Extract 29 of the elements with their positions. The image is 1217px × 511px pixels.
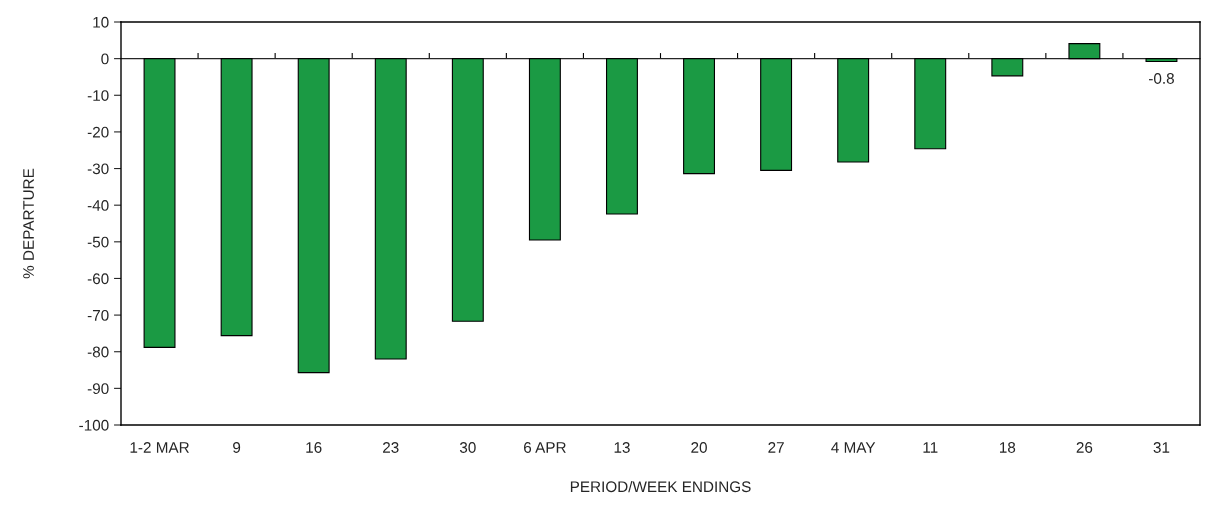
x-tick-label: 1-2 MAR <box>130 442 189 453</box>
y-tick-label: -50 <box>87 236 109 248</box>
y-tick-label: -10 <box>87 90 109 101</box>
y-tick-label: -20 <box>87 126 109 138</box>
x-tick-label: 30 <box>459 442 476 453</box>
y-tick-label: -70 <box>87 309 109 321</box>
x-tick-label: 27 <box>768 442 784 453</box>
y-tick-label: -40 <box>87 200 109 211</box>
x-axis-title: PERIOD/WEEK ENDINGS <box>570 480 751 493</box>
data-label: -0.8 <box>1148 73 1174 84</box>
y-axis-title: % DEPARTURE <box>23 168 34 279</box>
x-tick-label: 18 <box>999 442 1016 453</box>
x-tick-label: 9 <box>233 442 241 453</box>
y-tick-label: -60 <box>87 273 109 285</box>
x-tick-label: 16 <box>306 442 322 453</box>
x-tick-label: 20 <box>691 442 707 453</box>
y-tick-label: -100 <box>79 419 109 431</box>
y-tick-label: -80 <box>87 346 109 358</box>
x-tick-label: 6 APR <box>524 442 566 453</box>
x-tick-label: 23 <box>383 442 399 453</box>
x-tick-label: 13 <box>614 442 630 453</box>
y-tick-label: -30 <box>87 163 109 175</box>
y-tick-label: 0 <box>101 53 109 65</box>
y-tick-label: -90 <box>87 383 109 395</box>
y-tick-label: 10 <box>93 16 109 28</box>
x-tick-label: 26 <box>1076 442 1093 453</box>
x-tick-label: 11 <box>923 442 938 453</box>
x-tick-label: 4 MAY <box>831 442 876 453</box>
x-tick-label: 31 <box>1153 442 1170 453</box>
